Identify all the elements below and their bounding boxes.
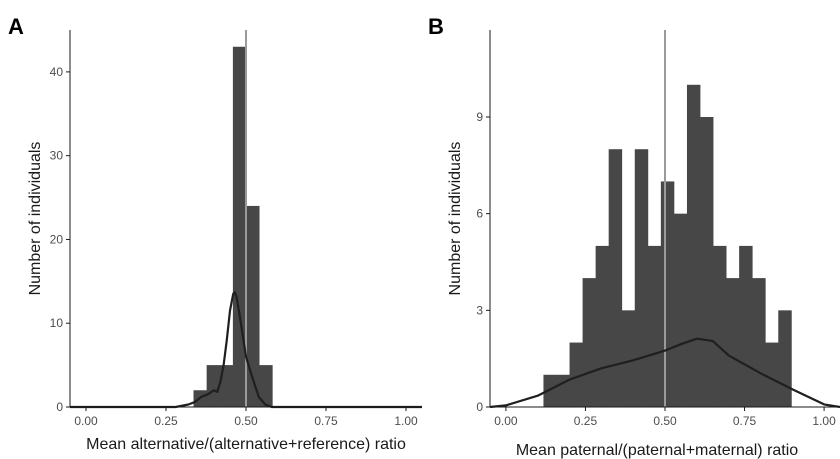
histogram-bar [765,342,779,407]
x-axis-title: Mean paternal/(paternal+maternal) ratio [516,442,798,459]
x-tick-label: 0.75 [314,414,338,428]
histogram-bar [713,245,727,407]
histogram-bar [543,374,557,407]
panel-b-tag: B [428,14,444,39]
x-ticks: 0.00 0.25 0.50 0.75 1.00 [74,407,418,428]
histogram-bar [582,278,597,407]
x-tick-label: 0.00 [74,414,98,428]
x-tick-label: 0.75 [733,414,757,428]
histogram-bar [726,278,740,407]
y-tick-label: 9 [476,110,483,124]
histogram-bar [206,365,221,407]
y-ticks: 0 3 6 9 [476,110,490,414]
y-axis-title: Number of individuals [447,142,464,296]
histogram-bars [193,46,273,407]
histogram-bar [700,117,714,407]
histogram-bars [543,84,792,407]
histogram-bar [246,205,260,407]
x-tick-label: 0.00 [494,414,518,428]
y-tick-label: 30 [50,149,64,163]
density-curve [489,337,840,409]
x-tick-label: 0.25 [574,414,598,428]
panel-a: A 0.00 0.25 0.50 0.75 1.00 0 10 20 30 40 Mean al… [8,14,422,453]
histogram-bar [647,245,662,407]
y-tick-label: 6 [476,207,483,221]
x-tick-label: 1.00 [394,414,418,428]
histogram-bar [778,310,792,407]
histogram-bar [569,342,583,407]
y-tick-label: 10 [50,316,64,330]
x-tick-label: 1.00 [812,414,836,428]
histogram-bar [595,245,610,407]
y-tick-label: 0 [476,400,483,414]
histogram-bar [634,149,649,407]
density-curve [70,291,422,409]
histogram-bar [556,374,570,407]
y-tick-label: 0 [56,400,63,414]
histogram-bar [608,149,623,407]
y-tick-label: 3 [476,303,483,317]
x-tick-label: 0.50 [653,414,677,428]
histogram-bar [219,365,234,407]
histogram-bar [259,365,273,407]
histogram-bar [660,181,675,407]
y-tick-label: 20 [50,232,64,246]
histogram-bar [686,84,701,407]
histogram-bar [752,278,766,407]
histogram-bar [232,46,247,407]
x-tick-label: 0.25 [154,414,178,428]
y-tick-label: 40 [50,65,64,79]
x-ticks: 0.00 0.25 0.50 0.75 1.00 [494,407,836,428]
y-axis-title: Number of individuals [27,142,44,296]
y-ticks: 0 10 20 30 40 [50,65,70,414]
histogram-bar [673,213,688,407]
x-tick-label: 0.50 [234,414,258,428]
histogram-bar [621,310,636,407]
histogram-bar [739,245,753,407]
panel-a-tag: A [8,14,24,39]
panel-b: B 0.00 0.25 0.50 0.75 1.00 0 3 6 9 Mean paterna… [428,14,840,459]
x-axis-title: Mean alternative/(alternative+reference)… [86,436,406,453]
